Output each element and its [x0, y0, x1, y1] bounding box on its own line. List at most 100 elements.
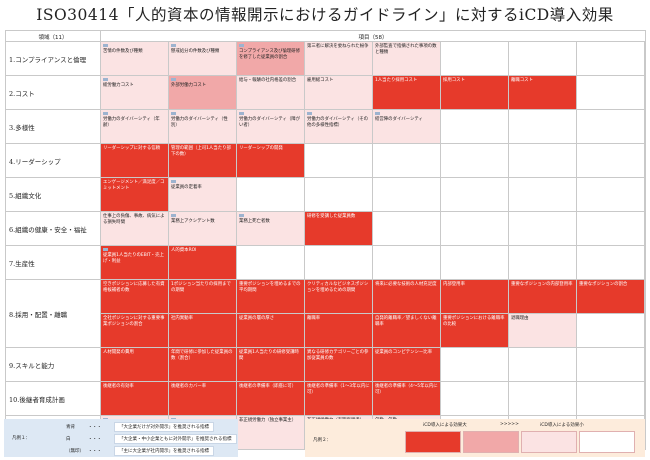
metric-cell	[576, 41, 645, 76]
large-enterprise-marker	[171, 78, 176, 81]
metric-cell: 人的資本ROI	[168, 245, 237, 280]
metric-cell: リーダーシップに対する信頼	[100, 143, 169, 178]
metric-cell	[508, 245, 577, 280]
metric-cell: 社内異動率	[168, 313, 237, 348]
metric-cell	[576, 211, 645, 246]
metric-label: 従業員のコンピテンシー比率	[375, 350, 433, 355]
metric-cell	[576, 381, 645, 416]
metric-cell: エンゲージメント／満足度／コミットメント	[100, 177, 169, 212]
metric-label: 従業員の定着率	[171, 185, 202, 190]
domain-cell: 6.組織の健康・安全・福祉	[5, 211, 101, 246]
metric-label: 研修を受講した従業員数	[307, 214, 356, 219]
metric-label: 離職率	[307, 316, 321, 321]
legend2-swatch-mid	[463, 431, 519, 453]
legend2-arrow: >>>>>	[500, 422, 519, 427]
metric-cell: 空きポジションに応募した有資格候補者の数	[100, 279, 169, 314]
metric-cell: 後継者のカバー率	[168, 381, 237, 416]
domain-cell: 9.スキルと能力	[5, 347, 101, 382]
legend2-swatch-dark	[405, 431, 461, 453]
domain-cell: 5.組織文化	[5, 177, 101, 212]
legend1-text: 「大企業・中小企業ともに対外開示」を推奨される指標	[114, 434, 237, 444]
large-enterprise-marker	[239, 112, 244, 115]
metric-cell	[372, 211, 441, 246]
metric-cell: 給与・報酬の社内格差の割合	[236, 75, 305, 110]
metric-label: 後継者の準備率（1〜3年以内に可）	[307, 384, 370, 395]
metric-label: 空きポジションに応募した有資格候補者の数	[103, 282, 165, 293]
metric-label: 経営陣のダイバーシティ	[375, 117, 423, 122]
metric-cell	[643, 41, 647, 76]
metric-label: 雇用総コスト	[307, 78, 334, 83]
metric-cell: 採用コスト	[440, 75, 509, 110]
metric-cell	[440, 177, 509, 212]
metric-cell	[508, 41, 577, 76]
legend1-text: 「主に大企業が社内開示」を推奨される指標	[114, 446, 214, 456]
metric-cell	[576, 143, 645, 178]
large-enterprise-marker	[307, 112, 312, 115]
metric-cell: 雇用総コスト	[304, 75, 373, 110]
metric-cell	[643, 245, 647, 280]
large-enterprise-marker	[103, 248, 108, 251]
metric-cell: 後継者の有効率	[100, 381, 169, 416]
metric-label: 総労働力コスト	[103, 83, 134, 88]
metric-label: 仕事上の負傷、事故、病気による損失時間	[103, 214, 165, 225]
legend2-swatch-none	[579, 431, 635, 453]
metric-cell: 重要ポジションにおける離職率の比較	[440, 313, 509, 348]
domain-cell: 8.採用・配置・離職	[5, 279, 101, 348]
metric-cell: 内部登用率	[440, 279, 509, 314]
metric-label: 離職コスト	[511, 78, 533, 83]
domain-cell: 3.多様性	[5, 109, 101, 144]
metric-cell: 懲戒処分の件数及び種類	[168, 41, 237, 76]
metric-cell: 将来に必要な技術の人材充足度	[372, 279, 441, 314]
metric-cell: 1人当たり採用コスト	[372, 75, 441, 110]
metric-cell: 労働力のダイバーシティ（その他の多様性指標）	[304, 109, 373, 144]
metric-cell	[508, 143, 577, 178]
metric-cell: コンプライアンス及び倫理研修を修了した従業員の割合	[236, 41, 305, 76]
matrix-row: 7.生産性 従業員1人当たりのEBIT・売上げ・利益 人的資本ROI	[5, 245, 647, 280]
domain-header: 領域（11）	[5, 30, 101, 42]
domain-cell: 1.コンプライアンスと倫理	[5, 41, 101, 76]
large-enterprise-marker	[171, 112, 176, 115]
metric-cell	[372, 143, 441, 178]
metric-label: 後継者の有効率	[103, 384, 134, 389]
matrix-row: 6.組織の健康・安全・福祉 仕事上の負傷、事故、病気による損失時間 業務上アクシデン…	[5, 211, 647, 246]
large-enterprise-marker	[103, 78, 108, 81]
metric-cell	[643, 109, 647, 144]
metric-label: 自発的離職率／望ましくない離職率	[375, 316, 437, 327]
metric-cell: 1ポジション当たりの採用までの期間	[168, 279, 237, 314]
metric-label: 重要なポジションの内部登用率	[511, 282, 573, 287]
matrix-row: 10.後継者育成計画 後継者の有効率 後継者のカバー率 後継者の準備率（即座に可） 後継…	[5, 381, 647, 416]
metric-cell	[643, 381, 647, 416]
metric-cell: 異なる研修カテゴリーごとの参加従業員の数	[304, 347, 373, 382]
metric-cell: 総労働力コスト	[100, 75, 169, 110]
metric-cell: 年間で研修に参加した従業員の数（割合）	[168, 347, 237, 382]
metric-cell: 非正規労働力（独立事業主）	[236, 415, 305, 450]
metric-cell	[508, 381, 577, 416]
large-enterprise-marker	[171, 44, 176, 47]
matrix-row: 3.多様性 労働力のダイバーシティ（年齢） 労働力のダイバーシティ（性別） 労働力のダ…	[5, 109, 647, 144]
legend1-dots: ・・・	[88, 437, 102, 442]
metric-cell: 人材開発の費用	[100, 347, 169, 382]
metric-cell	[304, 177, 373, 212]
metric-cell: 後継者の準備率（4〜5年以内に可）	[372, 381, 441, 416]
legend2-right-text: iCD導入による効果小	[540, 423, 584, 428]
legend2-label: 凡例２：	[313, 438, 331, 443]
matrix-row: 8.採用・配置・離職 空きポジションに応募した有資格候補者の数 1ポジション当たりの…	[5, 279, 647, 348]
legend1-row: 青背 ・・・ 「大企業だけが対外開示」を推奨される指標	[66, 422, 214, 432]
metric-label: 後継者の準備率（即座に可）	[239, 384, 297, 389]
metric-cell: 自発的離職率／望ましくない離職率	[372, 313, 441, 348]
metric-label: 外部監査で指摘された事項の数と種類	[375, 44, 437, 55]
metric-label: リーダーシップの開発	[239, 146, 283, 151]
domain-cell: 4.リーダーシップ	[5, 143, 101, 178]
metric-cell	[576, 347, 645, 382]
metric-cell: 外部労働力コスト	[168, 75, 237, 110]
metric-label: コンプライアンス及び倫理研修を修了した従業員の割合	[239, 49, 301, 60]
metric-label: クリティカルなビジネスポジションを埋めるための期間	[307, 282, 369, 293]
metric-cell	[440, 143, 509, 178]
large-enterprise-marker	[103, 44, 108, 47]
metric-cell: 外部監査で指摘された事項の数と種類	[372, 41, 441, 76]
metric-cell	[440, 41, 509, 76]
metric-cell: 後継者の準備率（1〜3年以内に可）	[304, 381, 373, 416]
metric-label: リーダーシップに対する信頼	[103, 146, 160, 151]
metric-cell: 離職コスト	[508, 75, 577, 110]
metric-label: 後継者の準備率（4〜5年以内に可）	[375, 384, 438, 395]
